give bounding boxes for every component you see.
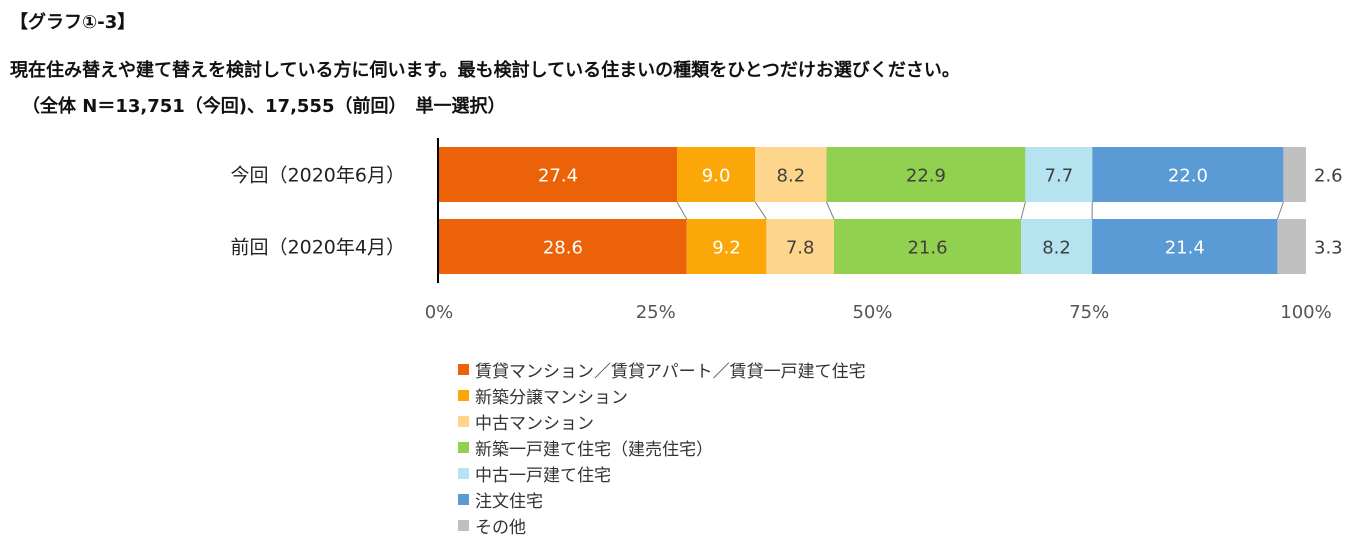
bar-segment (1025, 147, 1093, 202)
legend-item: 中古マンション (458, 408, 866, 434)
bar-segment (1283, 147, 1306, 202)
legend-swatch (458, 467, 469, 479)
data-label: 22.9 (906, 166, 946, 187)
data-label: 9.2 (712, 238, 741, 259)
category-label: 今回（2020年6月） (231, 165, 405, 187)
x-tick-label: 0% (425, 302, 454, 323)
bar-segment (1021, 219, 1093, 274)
legend-item: 注文住宅 (458, 486, 866, 512)
stacked-bar-chart: 27.4 9.0 8.2 22.9 7.7 22.0 2.6 今回（2020年6月） 28.6 9… (231, 138, 1343, 323)
bar-segment (1092, 147, 1284, 202)
legend-item: 新築一戸建て住宅（建売住宅） (458, 434, 866, 460)
legend-label: 中古マンション (475, 413, 594, 434)
data-label: 7.8 (786, 238, 815, 259)
bar-segment (686, 219, 767, 274)
bar-segment (439, 147, 678, 202)
graph-label: 【グラフ①-3】 (10, 12, 136, 33)
bar-segment (766, 219, 834, 274)
data-label: 21.6 (907, 238, 947, 259)
question-text: 現在住み替えや建て替えを検討している方に伺います。最も検討している住まいの種類を… (10, 60, 960, 81)
x-tick-label: 25% (636, 302, 676, 323)
series-connector-line (676, 201, 688, 220)
bar-segment (439, 219, 687, 274)
legend-label: その他 (475, 517, 526, 538)
series-connector-line (1276, 201, 1284, 220)
bar-segment (1277, 219, 1306, 274)
legend-swatch (458, 415, 469, 427)
legend-swatch (458, 389, 469, 401)
series-connector-line (825, 201, 835, 220)
legend-swatch (458, 519, 469, 531)
series-connector-line (754, 201, 767, 220)
data-label: 8.2 (777, 166, 806, 187)
legend-swatch (458, 493, 469, 505)
legend-label: 中古一戸建て住宅 (475, 465, 611, 486)
data-label: 2.6 (1314, 166, 1343, 187)
respondents-note: （全体 N＝13,751（今回)、17,555（前回） 単一選択） (22, 96, 506, 117)
legend-label: 新築一戸建て住宅（建売住宅） (475, 439, 713, 460)
bar-segment (677, 147, 756, 202)
data-label: 7.7 (1045, 166, 1074, 187)
data-label: 3.3 (1314, 238, 1343, 259)
bar-segment (833, 219, 1022, 274)
bar-segment (755, 147, 827, 202)
data-label: 21.4 (1165, 238, 1205, 259)
data-label: 28.6 (543, 238, 583, 259)
legend-item: その他 (458, 512, 866, 538)
category-label: 前回（2020年4月） (231, 237, 405, 259)
data-label: 22.0 (1168, 166, 1208, 187)
data-label: 9.0 (702, 166, 731, 187)
x-tick-label: 100% (1280, 302, 1331, 323)
legend-label: 新築分譲マンション (475, 387, 628, 408)
series-connector-line (1020, 201, 1026, 220)
bar-segment (826, 147, 1026, 202)
chart-legend: 賃貸マンション／賃貸アパート／賃貸一戸建て住宅 新築分譲マンション 中古マンション新… (458, 356, 866, 538)
legend-item: 新築分譲マンション (458, 382, 866, 408)
legend-label: 賃貸マンション／賃貸アパート／賃貸一戸建て住宅 (475, 361, 866, 382)
legend-swatch (458, 363, 469, 375)
data-label: 8.2 (1042, 238, 1071, 259)
x-tick-label: 75% (1069, 302, 1109, 323)
legend-label: 注文住宅 (475, 491, 543, 512)
legend-item: 賃貸マンション／賃貸アパート／賃貸一戸建て住宅 (458, 356, 866, 382)
legend-swatch (458, 441, 469, 453)
bar-segment (1092, 219, 1278, 274)
data-label: 27.4 (538, 166, 578, 187)
x-tick-label: 50% (852, 302, 892, 323)
legend-item: 中古一戸建て住宅 (458, 460, 866, 486)
